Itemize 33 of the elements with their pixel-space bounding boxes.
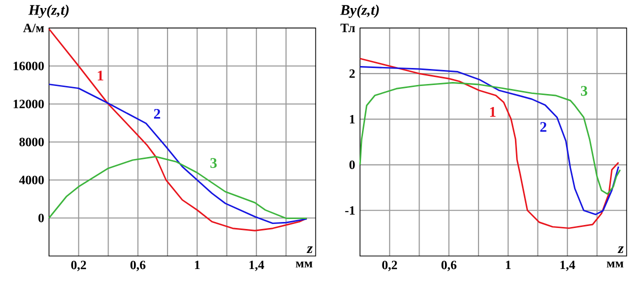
x-tick-label: 1,4 [250,260,264,272]
y-tick-label: Тл [340,24,355,32]
x-tick-label: 0,2 [382,260,398,272]
x-tick-label: 1 [506,260,511,270]
text: мм [606,262,624,268]
x-tick-label: 0,2 [71,260,86,272]
y-tick-label: 16000 [14,62,44,70]
y-axis-title: By(z,t) [340,4,379,18]
y-tick-label: 8000 [19,138,44,146]
series-label: 3 [580,86,588,96]
y-tick-label: 1 [350,115,355,124]
line-series [48,156,308,220]
y-tick-label: 0 [349,160,355,170]
y-tick-label: А/м [23,24,44,32]
series-label: 1 [98,70,104,80]
y-tick-label: 4000 [19,176,44,184]
x-tick-label: 1,4 [560,260,576,272]
text: мм [296,262,312,268]
series-label: 3 [210,158,217,168]
y-axis-title: Hy(z,t) [28,4,69,18]
series-label: 1 [490,107,496,117]
line-series [359,82,621,195]
series-label: 2 [540,122,546,132]
y-tick-label: 2 [349,69,355,78]
y-tick-label: 0 [38,214,44,222]
y-tick-label: -1 [345,206,355,215]
x-axis-title: z [618,246,624,254]
x-tick-label: 0,6 [130,260,146,272]
x-tick-label: 0,6 [441,260,456,272]
y-tick-label: 12000 [14,100,44,108]
x-axis-title: z [306,246,313,254]
x-tick-label: 1 [195,260,200,270]
series-label: 2 [154,108,160,119]
